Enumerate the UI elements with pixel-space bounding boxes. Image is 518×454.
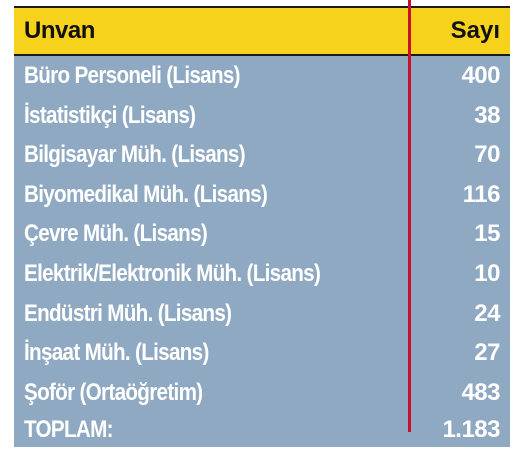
row-count: 27 (474, 339, 500, 367)
column-header-count: Sayı (450, 17, 500, 44)
row-title: Çevre Müh. (Lisans) (24, 220, 208, 248)
row-count: 116 (462, 180, 501, 208)
table-row: Şoför (Ortaöğretim) 483 (14, 375, 510, 415)
row-count: 38 (474, 101, 500, 129)
table-row: İstatistikçi (Lisans) 38 (14, 98, 510, 138)
table-row: Elektrik/Elektronik Müh. (Lisans) 10 (14, 256, 510, 296)
row-title: Büro Personeli (Lisans) (24, 62, 241, 89)
row-title: İstatistikçi (Lisans) (24, 101, 196, 129)
row-title: İnşaat Müh. (Lisans) (24, 339, 209, 367)
row-count: 70 (474, 141, 500, 169)
total-row: TOPLAM: 1.183 (14, 414, 510, 454)
table-row: İnşaat Müh. (Lisans) 27 (14, 335, 510, 375)
table-row: Bilgisayar Müh. (Lisans) 70 (14, 137, 510, 177)
table-row: Endüstri Müh. (Lisans) 24 (14, 296, 510, 336)
row-title: Endüstri Müh. (Lisans) (24, 299, 232, 327)
total-label: TOPLAM: (24, 416, 114, 444)
row-count: 24 (474, 299, 500, 327)
row-title: Elektrik/Elektronik Müh. (Lisans) (24, 259, 321, 287)
row-count: 400 (461, 62, 500, 89)
row-title: Şoför (Ortaöğretim) (24, 378, 203, 406)
row-title: Biyomedikal Müh. (Lisans) (24, 180, 268, 208)
row-count: 15 (474, 220, 500, 248)
total-count: 1.183 (442, 416, 500, 444)
row-title: Bilgisayar Müh. (Lisans) (24, 141, 246, 169)
positions-table: Unvan Sayı Büro Personeli (Lisans) 400 İ… (14, 0, 510, 447)
row-count: 10 (474, 259, 500, 287)
table-row: Biyomedikal Müh. (Lisans) 116 (14, 177, 510, 217)
column-header-title: Unvan (24, 17, 95, 44)
row-count: 483 (461, 378, 500, 406)
table-header: Unvan Sayı (14, 6, 510, 56)
table-row: Çevre Müh. (Lisans) 15 (14, 216, 510, 256)
column-divider (408, 0, 411, 432)
table-row: Büro Personeli (Lisans) 400 (14, 58, 510, 98)
table-body: Büro Personeli (Lisans) 400 İstatistikçi… (14, 58, 510, 454)
